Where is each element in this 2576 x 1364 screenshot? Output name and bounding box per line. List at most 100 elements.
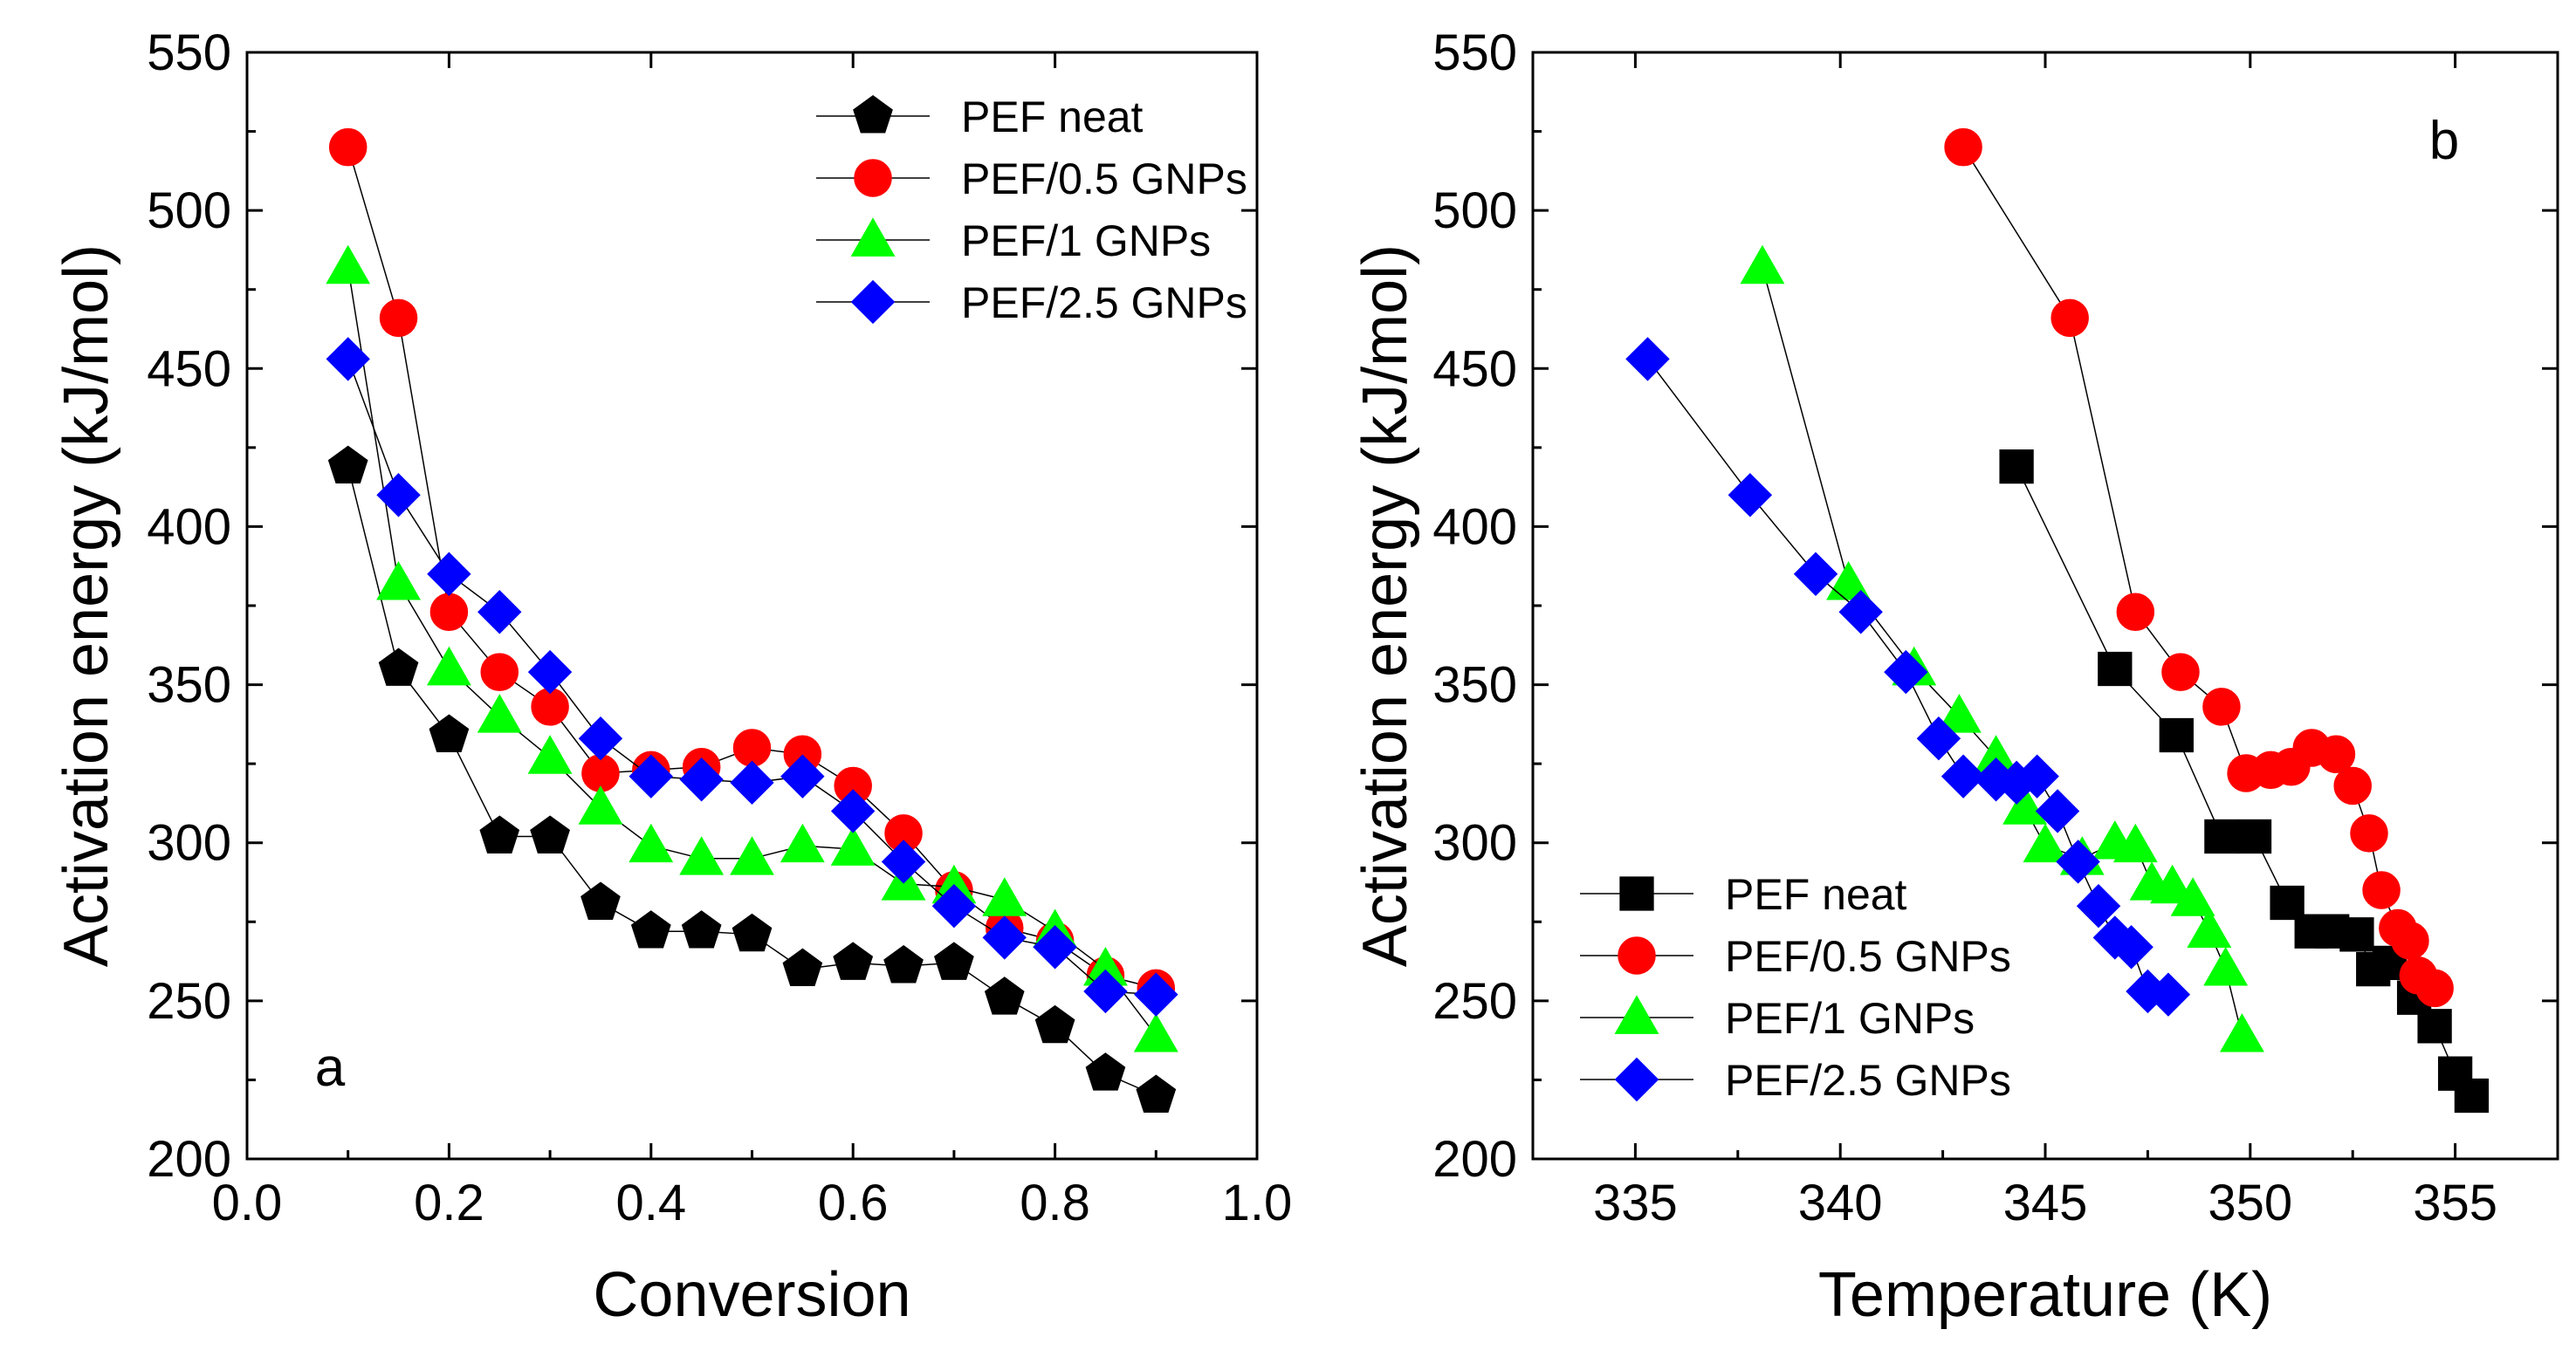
data-point — [2333, 766, 2372, 805]
data-point — [630, 910, 671, 949]
data-point — [2109, 925, 2154, 970]
x-tick-label: 350 — [2208, 1175, 2292, 1231]
data-point — [527, 649, 573, 695]
data-point — [629, 823, 674, 863]
data-point — [2236, 819, 2272, 854]
data-point — [477, 590, 522, 634]
series-pef-2-5-gnps — [1625, 337, 2191, 1017]
data-point — [2023, 823, 2068, 863]
data-point — [378, 648, 419, 686]
data-point — [679, 757, 724, 802]
data-point — [883, 944, 924, 984]
data-point — [2187, 908, 2232, 949]
x-tick-label: 1.0 — [1222, 1175, 1293, 1231]
chart-panel-a: 0.0 0.2 0.4 0.6 0.8 1.0 200 250 300 350 400 450 500 5… — [52, 24, 1292, 1330]
y-tick-label: 250 — [147, 973, 231, 1030]
data-point — [429, 714, 470, 752]
data-point — [2339, 917, 2374, 952]
data-point — [2050, 298, 2089, 338]
data-point — [1826, 560, 1871, 600]
data-point — [327, 445, 368, 484]
y-tick-label: 550 — [1432, 24, 1517, 81]
data-point — [679, 836, 725, 875]
y-tick-label: 400 — [147, 498, 231, 555]
data-point — [2098, 651, 2133, 687]
legend-marker — [1618, 936, 1656, 975]
data-point — [681, 910, 722, 949]
data-point — [328, 127, 368, 167]
y-tick-label: 350 — [1432, 657, 1517, 714]
data-point — [2056, 840, 2100, 884]
legend: PEF neat PEF/0.5 GNPs PEF/1 GNPs PEF/2.5 GN… — [1580, 870, 2011, 1105]
series-line — [1762, 267, 2243, 1036]
x-tick-label: 0.8 — [1020, 1175, 1090, 1231]
data-point — [2015, 754, 2059, 799]
x-tick-label: 0.4 — [615, 1175, 686, 1231]
data-point — [2391, 922, 2429, 960]
data-point — [2146, 972, 2191, 1017]
series-line — [347, 359, 1157, 996]
data-point — [326, 244, 371, 284]
data-point — [1134, 972, 1178, 1017]
data-point — [2170, 877, 2215, 916]
data-point — [881, 840, 926, 884]
data-point — [2035, 789, 2080, 833]
data-point — [1085, 1052, 1126, 1091]
y-tick-label: 400 — [1432, 498, 1517, 555]
data-point — [2159, 717, 2194, 753]
data-point — [427, 552, 471, 596]
legend-label: PEF neat — [1725, 870, 1907, 919]
data-point — [1941, 754, 1986, 799]
data-point — [2204, 819, 2239, 854]
data-point — [479, 815, 520, 853]
data-point — [580, 881, 621, 920]
chart-panel-b: 335 340 345 350 355 200 250 300 350 400 450 500 550 T… — [1350, 24, 2559, 1330]
data-point — [1083, 969, 1128, 1014]
legend-label: PEF/0.5 GNPs — [1725, 932, 2011, 981]
data-point — [629, 754, 673, 799]
y-tick-label: 450 — [147, 340, 231, 397]
series-pef-1-gnps — [326, 244, 1178, 1052]
x-tick-label: 345 — [2003, 1175, 2088, 1231]
data-point — [1793, 552, 1838, 596]
y-tick-label: 300 — [147, 815, 231, 872]
data-point — [1944, 127, 1982, 167]
y-tick-label: 200 — [1432, 1131, 1517, 1188]
x-tick-label: 340 — [1798, 1175, 1883, 1231]
data-point — [982, 877, 1027, 916]
x-tick-label: 335 — [1593, 1175, 1678, 1231]
data-point — [780, 754, 825, 799]
data-point — [578, 716, 623, 761]
data-point — [984, 977, 1025, 1015]
data-point — [480, 653, 519, 691]
x-axis-title: Conversion — [593, 1260, 910, 1330]
data-point — [1133, 1013, 1178, 1052]
y-axis-title: Activation energy (kJ/mol) — [1350, 244, 1420, 967]
data-point — [730, 760, 774, 805]
data-point — [982, 915, 1027, 960]
data-point — [2362, 871, 2401, 909]
data-point — [833, 942, 874, 980]
y-tick-label: 350 — [147, 657, 231, 714]
data-point — [730, 836, 774, 875]
data-point — [1916, 716, 1961, 761]
legend-label: PEF/0.5 GNPs — [961, 154, 1247, 203]
data-point — [2150, 864, 2195, 904]
data-point — [1728, 473, 1773, 517]
data-point — [1033, 925, 1077, 970]
y-tick-label: 500 — [1432, 182, 1517, 239]
data-point — [2161, 653, 2200, 691]
y-tick-label: 550 — [147, 24, 231, 81]
data-point — [934, 942, 974, 980]
data-point — [578, 785, 623, 825]
legend-label: PEF/2.5 GNPs — [961, 278, 1247, 327]
data-point — [429, 593, 469, 631]
panel-letter: a — [315, 1038, 346, 1098]
data-point — [326, 337, 370, 381]
data-point — [1740, 244, 1785, 284]
legend-marker — [850, 217, 896, 257]
data-point — [376, 560, 421, 600]
legend-marker — [1614, 995, 1659, 1034]
data-point — [2076, 883, 2121, 929]
y-tick-label: 500 — [147, 182, 231, 239]
